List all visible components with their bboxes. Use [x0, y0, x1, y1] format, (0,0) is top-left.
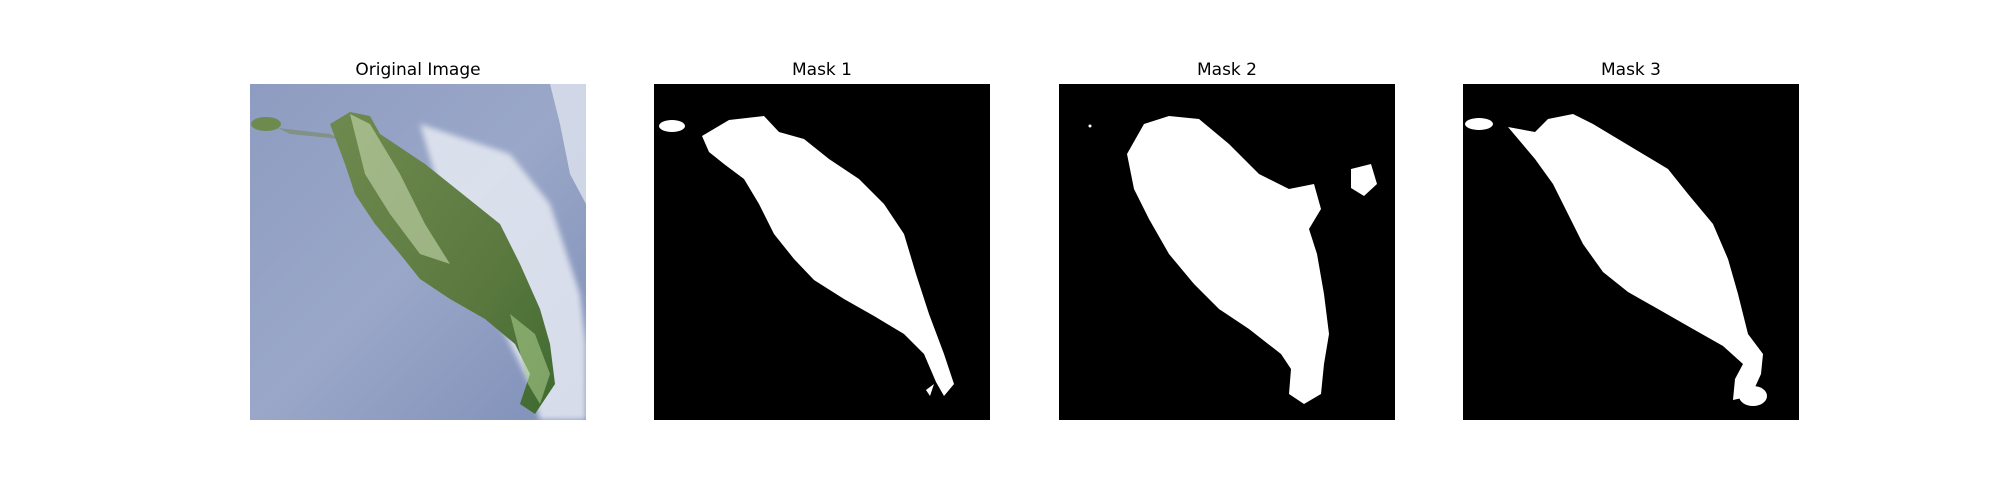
mask-2-panel: Mask 2	[1059, 56, 1395, 420]
mask-1-title: Mask 1	[791, 60, 852, 80]
mask-1-image	[654, 84, 990, 420]
mask-3-image	[1463, 84, 1799, 420]
mask-1-island	[702, 116, 954, 396]
mask-2-title: Mask 2	[1196, 60, 1257, 80]
mask-3-tip-blob	[1739, 386, 1767, 406]
islet	[251, 117, 281, 131]
mask-3-title: Mask 3	[1600, 60, 1661, 80]
mask-2-image	[1059, 84, 1395, 420]
mask-2-fragment	[1351, 164, 1377, 196]
island-highlight	[350, 114, 450, 264]
surf-top-right	[550, 84, 586, 204]
original-image-title: Original Image	[355, 60, 481, 80]
mask-2-speck	[1088, 124, 1092, 128]
mask-3-islet	[1465, 118, 1493, 130]
mask-1-islet	[659, 120, 685, 132]
mask-1-fragment	[926, 384, 934, 396]
mask-2-island	[1127, 116, 1329, 404]
island-tip-highlight	[510, 314, 550, 404]
original-image	[250, 84, 586, 420]
islet-spit	[278, 128, 340, 139]
mask-3-panel: Mask 3	[1463, 56, 1799, 420]
original-image-panel: Original Image	[250, 56, 586, 420]
mask-1-panel: Mask 1	[654, 56, 990, 420]
mask-3-island	[1508, 114, 1763, 400]
